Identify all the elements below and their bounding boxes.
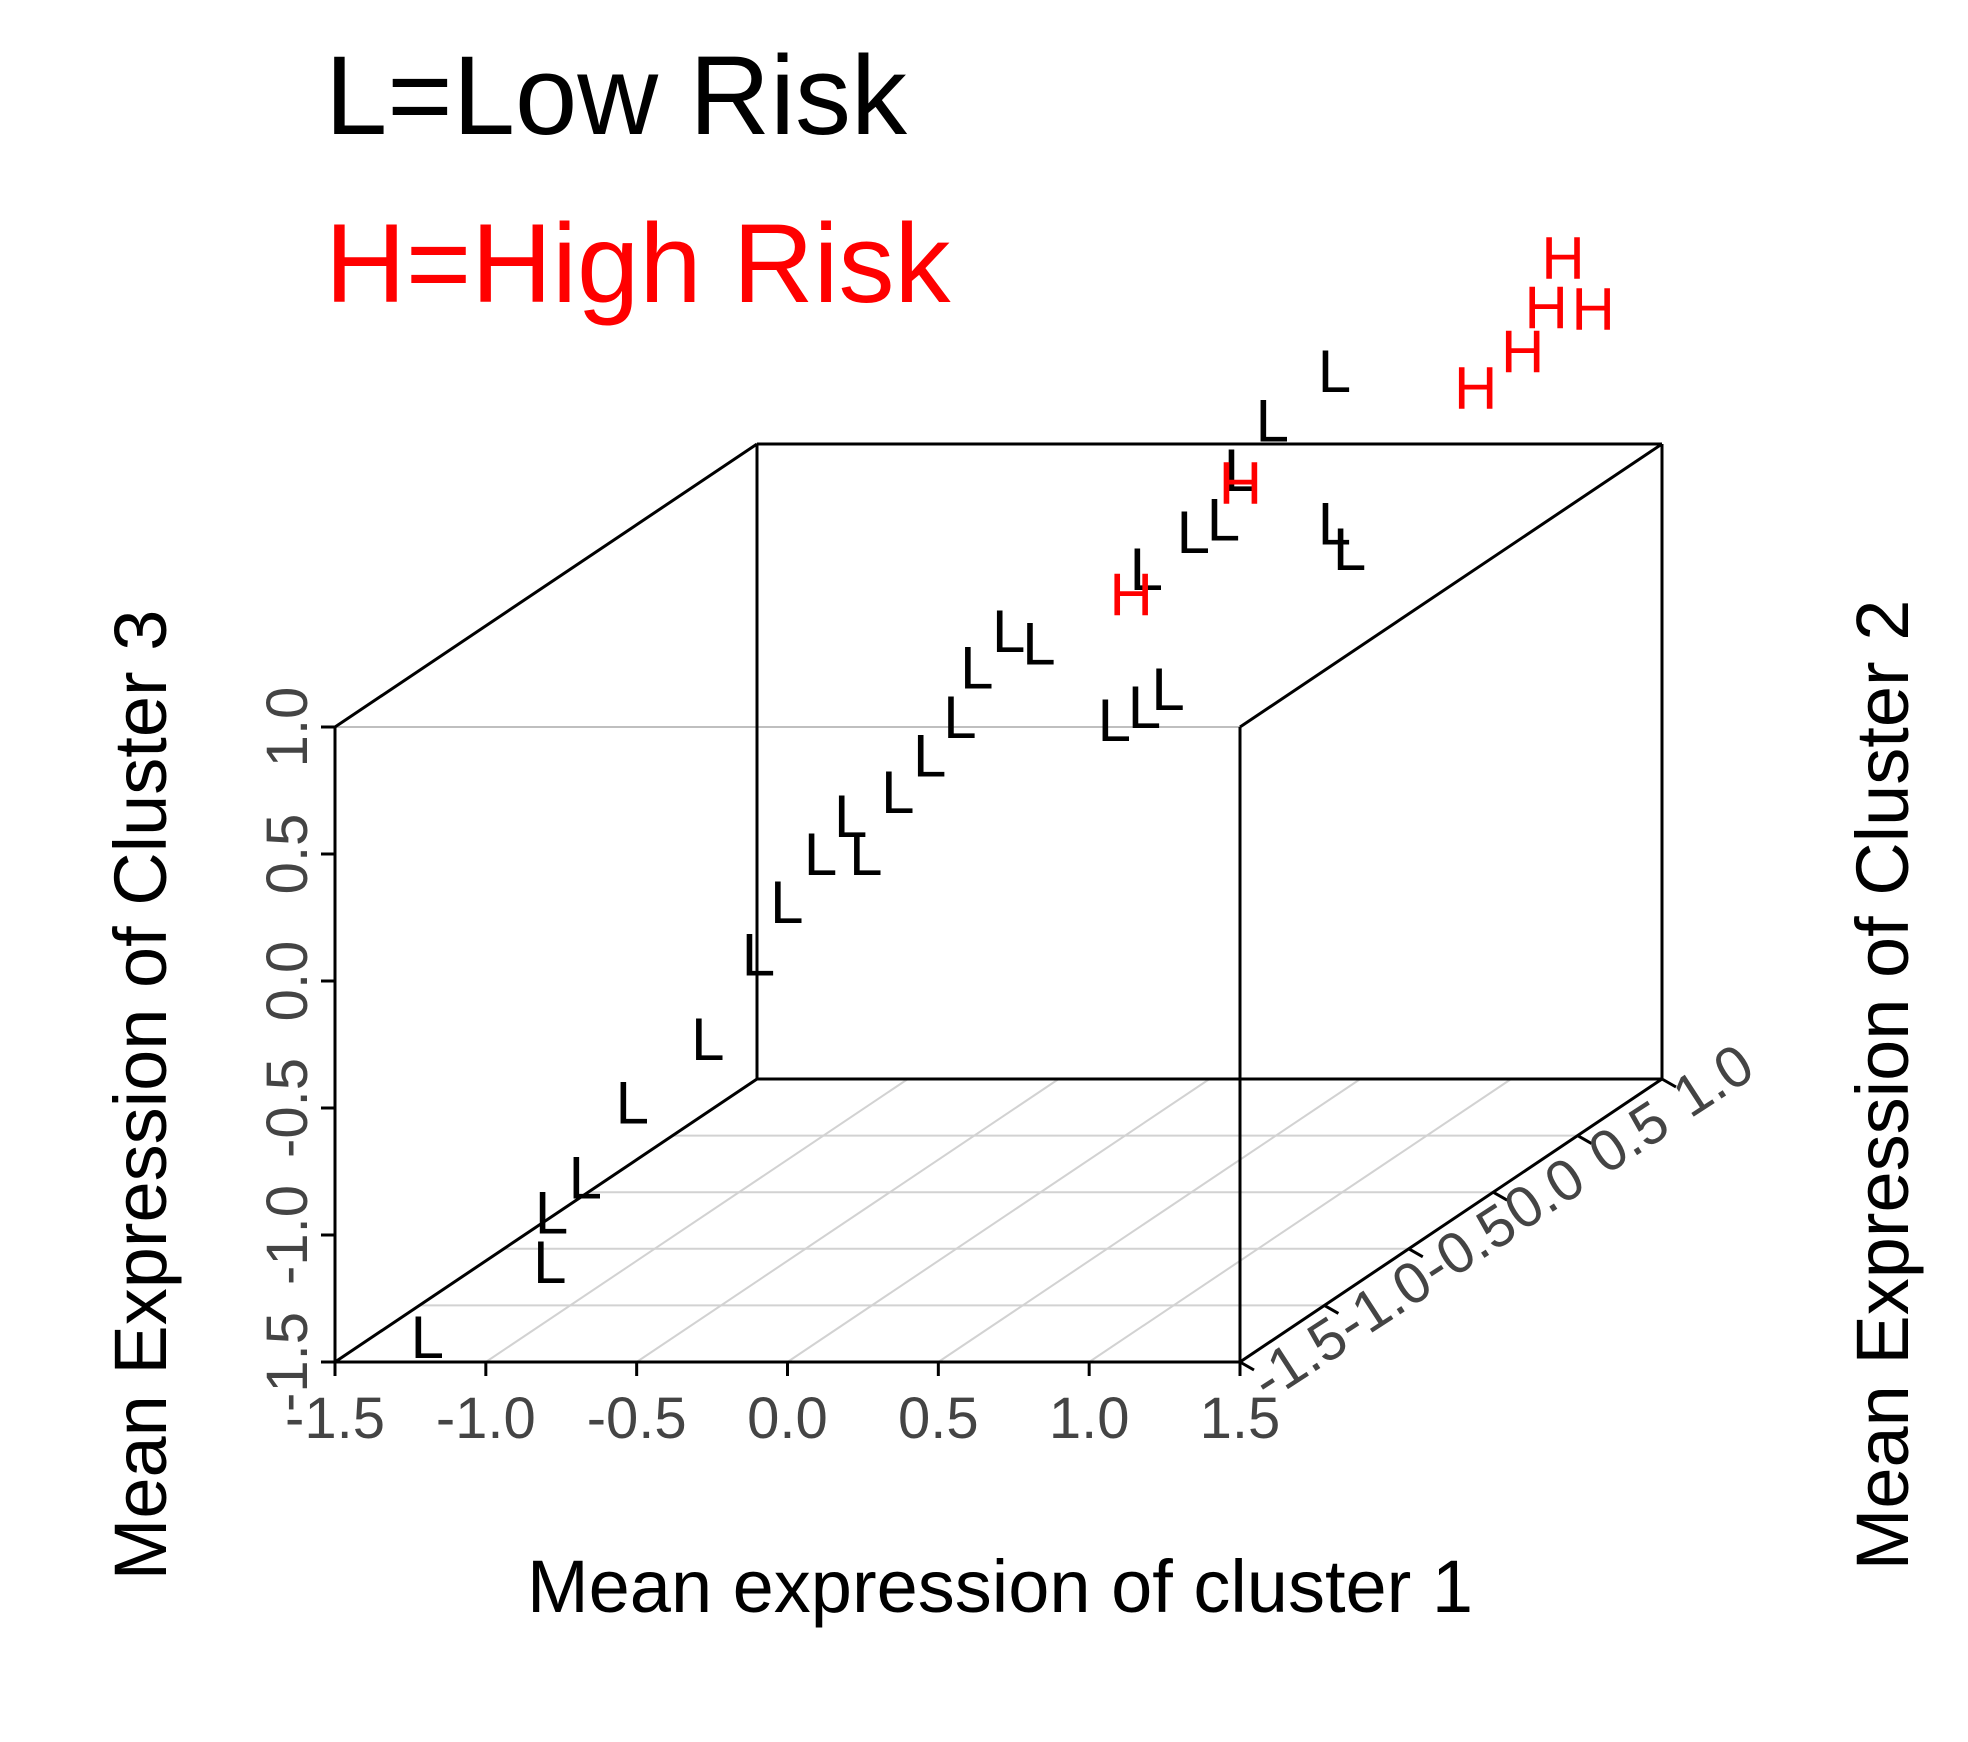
low-risk-point: L [1318,491,1351,558]
z-tick-label: 0.5 [255,814,320,895]
low-risk-point: L [1177,499,1210,566]
grid-line-x [636,1078,1060,1363]
y-axis-title: Mean Expression of Cluster 2 [1841,600,1924,1571]
box-edge [334,442,758,729]
grid-line-x [1088,1078,1512,1363]
grid-line-x [786,1078,1211,1363]
y-tick-label: 1.0 [1662,1031,1765,1129]
low-risk-point: L [1128,674,1161,741]
low-risk-point: L [1207,486,1240,553]
low-risk-point: L [849,821,882,888]
low-risk-point: L [569,1144,602,1211]
high-risk-point: H [1525,275,1568,342]
low-risk-point: L [1333,516,1366,583]
y-tick [1492,1190,1508,1202]
low-risk-point: L [1151,656,1184,723]
y-tick [1408,1247,1424,1259]
x-tick-label: 0.5 [898,1386,979,1451]
z-axis-title: Mean Expression of Cluster 3 [99,610,182,1581]
x-tick-label: 1.5 [1200,1386,1281,1451]
y-tick-labels: -1.5-1.0-0.50.00.51.0 [1240,1031,1765,1412]
high-risk-point: H [1110,561,1153,628]
legend-low-risk: L=Low Risk [325,33,908,158]
x-tick-labels: -1.5 -1.0 -0.5 0.0 0.5 1.0 1.5 [285,1386,1280,1451]
y-tick [1323,1304,1340,1315]
x-tick-label: -1.0 [436,1386,536,1451]
low-risk-point: L [770,869,803,936]
low-risk-point: L [1130,536,1163,603]
y-tick [1576,1134,1593,1145]
high-risk-point: H [1501,318,1544,385]
low-risk-point: L [943,684,976,751]
high-risk-point: H [1219,450,1262,517]
legend-high-risk: H=High Risk [325,201,951,326]
y-tick [1239,1360,1255,1372]
low-risk-point: L [691,1006,724,1073]
x-tick-label: -1.5 [285,1386,385,1451]
z-tick-label: -0.5 [255,1058,320,1158]
z-tick-label: 1.0 [255,687,320,768]
high-risk-point: H [1541,225,1584,292]
low-risk-point: L [1022,611,1055,678]
low-risk-point: L [616,1070,649,1137]
z-tick-label: 0.0 [255,941,320,1022]
low-risk-point: L [913,722,946,789]
z-tick-label: -1.0 [255,1185,320,1285]
low-risk-point: L [1256,388,1289,455]
low-risk-point: L [834,783,867,850]
low-risk-point: L [992,598,1025,665]
grid-line-x [937,1078,1361,1363]
low-risk-point: L [742,921,775,988]
high-risk-point: H [1454,355,1497,422]
low-risk-point: L [535,1180,568,1247]
low-risk-point: L [804,821,837,888]
low-risk-point: L [1098,687,1131,754]
low-risk-point: L [533,1229,566,1296]
low-risk-point: L [881,759,914,826]
box-edge [1239,442,1663,729]
box-edge [334,1077,758,1364]
z-tick-label: -1.5 [255,1312,320,1412]
low-risk-point: L [1318,338,1351,405]
grid-line-x [485,1078,909,1363]
y-tick [1661,1077,1677,1089]
low-risk-point: L [411,1304,444,1371]
x-tick-label: 0.0 [747,1386,828,1451]
x-tick-label: 1.0 [1049,1386,1130,1451]
box-edge [1239,1077,1663,1364]
x-tick-label: -0.5 [587,1386,687,1451]
high-risk-point: H [1572,276,1615,343]
y-tick-label: 0.5 [1577,1088,1680,1186]
low-risk-point: L [1224,437,1257,504]
tick-marks [321,725,1677,1376]
z-tick-labels: -1.5 -1.0 -0.5 0.0 0.5 1.0 [255,687,320,1412]
low-risk-point: L [960,635,993,702]
x-axis-title: Mean expression of cluster 1 [527,1545,1473,1628]
